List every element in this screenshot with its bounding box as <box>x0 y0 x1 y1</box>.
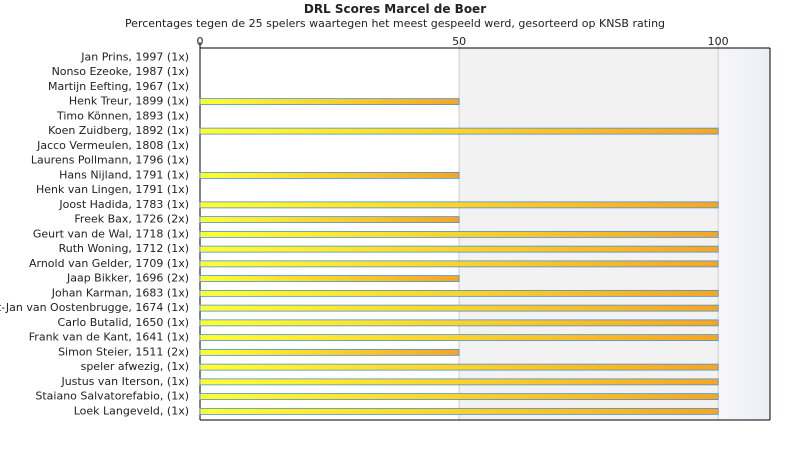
bar <box>199 363 719 371</box>
x-tick-label: 100 <box>708 35 729 48</box>
category-label: Justus van Iterson, (1x) <box>60 375 189 388</box>
bar <box>199 260 719 268</box>
category-label: Gert-Jan van Oostenbrugge, 1674 (1x) <box>0 301 189 314</box>
category-label: Ruth Woning, 1712 (1x) <box>59 242 189 255</box>
category-label: Henk Treur, 1899 (1x) <box>69 95 189 108</box>
bar <box>199 245 719 253</box>
category-label: Nonso Ezeoke, 1987 (1x) <box>52 65 189 78</box>
category-label: Martijn Eefting, 1967 (1x) <box>48 80 189 93</box>
category-label: Staiano Salvatorefabio, (1x) <box>35 390 189 403</box>
x-tick-label: 0 <box>197 35 204 48</box>
chart-subtitle: Percentages tegen de 25 spelers waartege… <box>124 17 666 30</box>
bar <box>199 275 460 283</box>
category-label: Carlo Butalid, 1650 (1x) <box>58 316 189 329</box>
bar <box>199 127 719 135</box>
category-label: Geurt van de Wal, 1718 (1x) <box>33 227 189 240</box>
category-label: Hans Nijland, 1791 (1x) <box>59 168 189 181</box>
category-label: Laurens Pollmann, 1796 (1x) <box>31 154 189 167</box>
category-label: Joost Hadida, 1783 (1x) <box>58 198 189 211</box>
bar <box>199 98 460 106</box>
bar <box>199 304 719 312</box>
bar <box>199 230 719 238</box>
category-label: speler afwezig, (1x) <box>81 360 189 373</box>
category-label: Simon Steier, 1511 (2x) <box>58 345 189 358</box>
category-label: Koen Zuidberg, 1892 (1x) <box>48 124 189 137</box>
bar <box>199 378 719 386</box>
bar <box>199 289 719 297</box>
bar <box>199 334 719 342</box>
category-label: Johan Karman, 1683 (1x) <box>51 286 189 299</box>
category-label: Timo Können, 1893 (1x) <box>56 109 189 122</box>
bar <box>199 201 719 209</box>
plot-band-fade <box>718 48 770 420</box>
category-label: Freek Bax, 1726 (2x) <box>74 213 189 226</box>
bar <box>199 407 719 415</box>
category-label: Jan Prins, 1997 (1x) <box>80 50 189 63</box>
bar <box>199 348 460 356</box>
category-label: Henk van Lingen, 1791 (1x) <box>36 183 189 196</box>
bar <box>199 171 460 179</box>
bar <box>199 319 719 327</box>
category-label: Arnold van Gelder, 1709 (1x) <box>29 257 189 270</box>
category-label: Jaap Bikker, 1696 (2x) <box>66 272 189 285</box>
category-label: Jacco Vermeulen, 1808 (1x) <box>36 139 189 152</box>
x-tick-label: 50 <box>452 35 466 48</box>
chart-title: DRL Scores Marcel de Boer <box>303 2 487 16</box>
bar <box>199 393 719 401</box>
category-label: Frank van de Kant, 1641 (1x) <box>29 331 189 344</box>
plot-area: 0 50 100 Jan Prins, 1997 (1x) Nonso Ezeoke, … <box>0 35 771 421</box>
category-label: Loek Langeveld, (1x) <box>74 404 189 417</box>
bar <box>199 216 460 224</box>
